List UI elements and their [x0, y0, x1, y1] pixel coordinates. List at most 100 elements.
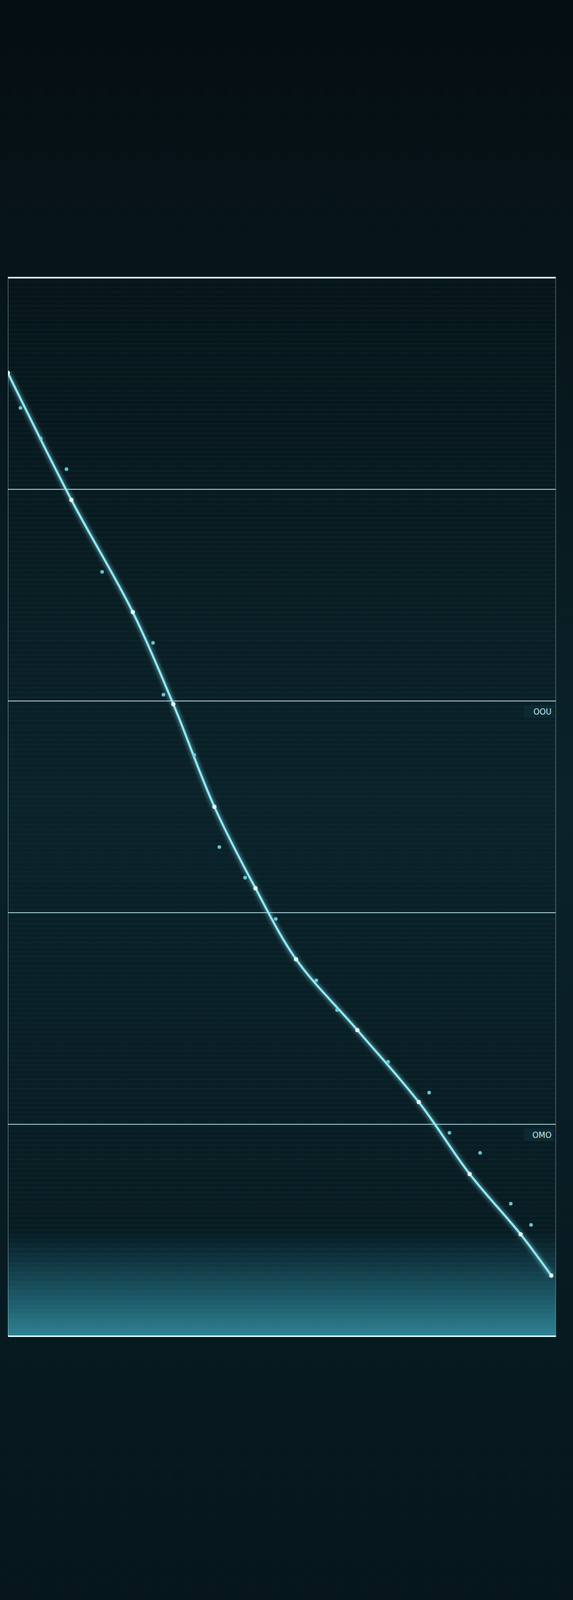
scan-line — [7, 792, 556, 793]
scan-line — [7, 376, 556, 378]
scan-line — [7, 442, 556, 444]
chart: OOU OMO — [0, 0, 573, 1600]
scan-line — [7, 858, 556, 859]
annotation: OMO — [532, 1131, 552, 1141]
annotation: OOU — [533, 707, 552, 718]
scan-line — [7, 910, 556, 911]
scan-line — [7, 428, 556, 430]
grid-line — [7, 489, 556, 491]
scan-line — [7, 570, 556, 571]
scatter-point — [386, 1060, 391, 1065]
scan-line — [7, 292, 556, 293]
scan-line — [7, 933, 556, 935]
scan-line — [7, 702, 556, 704]
data-line — [7, 373, 552, 1277]
scan-line — [7, 1070, 556, 1072]
scan-line — [7, 480, 556, 482]
scan-line — [7, 707, 556, 708]
scan-line — [7, 1226, 556, 1227]
scan-line — [7, 386, 556, 387]
scan-line — [7, 315, 556, 317]
scan-line — [7, 886, 556, 888]
grid-line — [7, 912, 556, 914]
scan-line — [7, 891, 556, 892]
scan-line — [7, 466, 556, 468]
scan-line — [7, 1056, 556, 1057]
scan-line — [7, 1079, 556, 1081]
bottom-glow — [7, 1231, 556, 1337]
scatter-point — [100, 570, 104, 575]
scan-line — [7, 419, 556, 420]
scan-line — [7, 1098, 556, 1100]
scan-line — [7, 744, 556, 746]
scan-line — [7, 669, 556, 670]
scan-line — [7, 1046, 556, 1048]
annotations: OOU OMO — [524, 705, 554, 1142]
scan-line — [7, 853, 556, 854]
scan-line — [7, 461, 556, 463]
scan-line — [7, 782, 556, 784]
scan-line — [7, 457, 556, 458]
scan-line — [7, 282, 556, 284]
scan-line — [7, 862, 556, 864]
scan-line — [7, 494, 556, 496]
scan-line — [7, 499, 556, 501]
scan-line — [7, 1141, 556, 1142]
scan-line — [7, 1089, 556, 1090]
y-axis-line — [7, 278, 9, 1338]
scan-line — [7, 825, 556, 826]
scan-line — [7, 820, 556, 821]
scan-line — [7, 645, 556, 647]
scan-line — [7, 400, 556, 402]
scan-line — [7, 966, 556, 968]
line-point — [294, 957, 299, 962]
scan-line — [7, 1188, 556, 1189]
scan-line — [7, 995, 556, 996]
scan-line — [7, 490, 556, 491]
scan-line — [7, 296, 556, 298]
scan-line — [7, 957, 556, 958]
annotation-patch — [524, 1129, 554, 1142]
scan-line — [7, 414, 556, 416]
scan-line — [7, 381, 556, 383]
scatter-point — [509, 1202, 513, 1207]
scan-line — [7, 1131, 556, 1133]
scatter-point — [447, 1131, 452, 1136]
scan-line — [7, 924, 556, 925]
scan-line — [7, 980, 556, 982]
scan-line — [7, 905, 556, 906]
scan-line — [7, 603, 556, 604]
scan-line — [7, 626, 556, 628]
scan-line — [7, 990, 556, 991]
scan-line — [7, 575, 556, 576]
scan-line — [7, 1032, 556, 1034]
scan-line — [7, 636, 556, 637]
scan-line — [7, 1084, 556, 1086]
scan-line — [7, 976, 556, 977]
scan-line — [7, 1042, 556, 1043]
scan-line — [7, 589, 556, 590]
scan-line — [7, 877, 556, 878]
x-axis — [8, 1336, 557, 1338]
plot: OOU OMO — [5, 277, 557, 1338]
scan-line — [7, 1150, 556, 1152]
scan-line — [7, 768, 556, 770]
scan-line — [7, 1108, 556, 1109]
scan-line — [7, 1136, 556, 1138]
scan-line — [7, 683, 556, 685]
scan-line — [7, 914, 556, 916]
scan-line — [7, 1169, 556, 1171]
line-point — [253, 887, 258, 892]
scan-line — [7, 518, 556, 520]
scan-line — [7, 900, 556, 902]
scan-line — [7, 1103, 556, 1105]
scan-line — [7, 716, 556, 718]
scan-line — [7, 1216, 556, 1218]
scatter-point — [192, 753, 197, 758]
scatter-point — [314, 979, 319, 983]
scan-line — [7, 787, 556, 788]
scan-line — [7, 537, 556, 538]
y-axis — [7, 278, 9, 1338]
scan-line — [7, 834, 556, 836]
line-point — [467, 1172, 472, 1177]
